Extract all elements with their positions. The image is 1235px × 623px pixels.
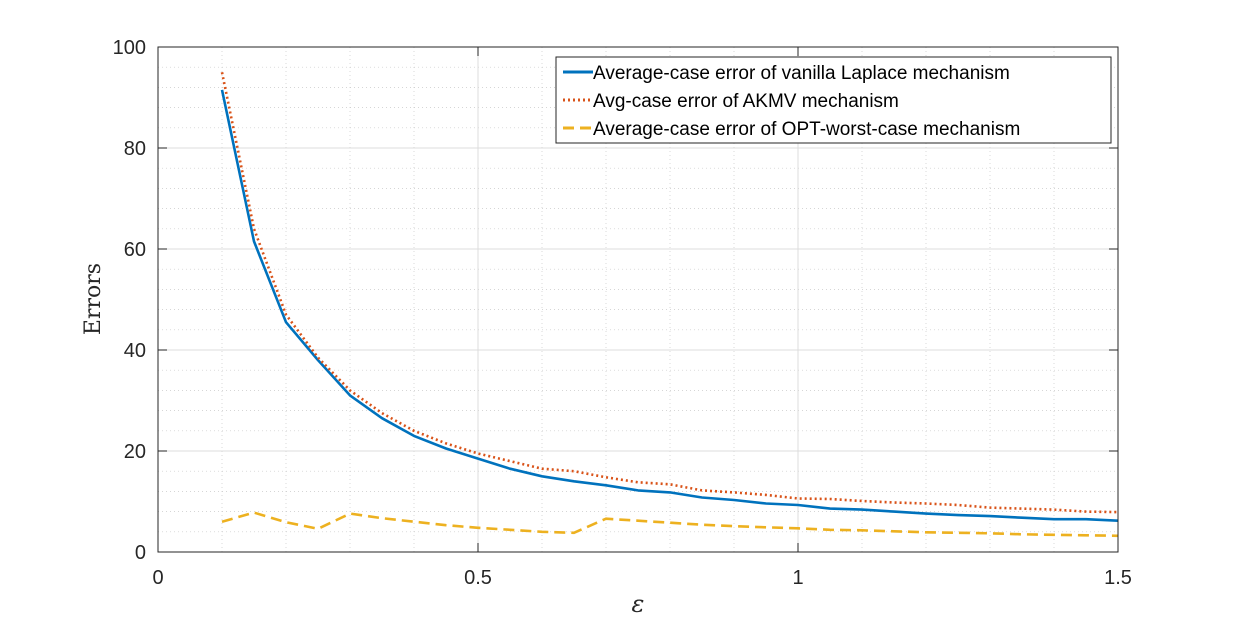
series-line-vanilla-laplace — [220, 89, 1119, 522]
legend: Average-case error of vanilla Laplace me… — [555, 56, 1112, 144]
y-tick-label: 40 — [124, 340, 146, 362]
y-tick-label: 0 — [135, 542, 146, 564]
x-tick-label: 1.5 — [1104, 567, 1132, 589]
legend-label-opt-worst-case: Average-case error of OPT-worst-case mec… — [593, 119, 1020, 140]
ticks-layer — [157, 46, 1119, 553]
series-layer — [220, 72, 1119, 538]
x-tick-label: 0 — [152, 567, 163, 589]
x-tick-labels: 0 0.5 1 1.5 — [152, 567, 1131, 589]
y-tick-label: 60 — [124, 239, 146, 261]
legend-label-vanilla-laplace: Average-case error of vanilla Laplace me… — [593, 63, 1010, 84]
series-line-opt-worst-case — [221, 511, 1119, 538]
y-tick-labels: 0 20 40 60 80 100 — [113, 37, 146, 564]
x-axis-label: ε — [632, 590, 645, 618]
x-tick-label: 1 — [792, 567, 803, 589]
y-tick-label: 80 — [124, 138, 146, 160]
y-axis-label: Errors — [81, 263, 106, 335]
axes-box — [157, 46, 1119, 553]
legend-box — [555, 56, 1112, 144]
x-tick-label: 0.5 — [464, 567, 492, 589]
legend-label-akmv: Avg-case error of AKMV mechanism — [593, 91, 899, 112]
y-tick-label: 100 — [113, 37, 146, 59]
y-tick-label: 20 — [124, 441, 146, 463]
series-line-akmv — [220, 72, 1119, 514]
